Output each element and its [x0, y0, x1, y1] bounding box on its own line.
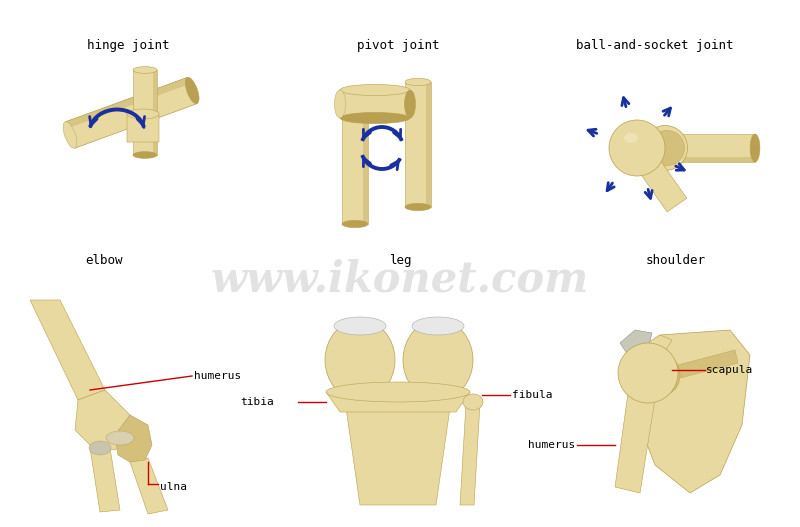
- Ellipse shape: [342, 220, 368, 228]
- Polygon shape: [127, 112, 159, 142]
- Polygon shape: [640, 350, 738, 387]
- Polygon shape: [133, 70, 157, 155]
- Text: tibia: tibia: [240, 397, 274, 407]
- Ellipse shape: [624, 133, 638, 143]
- Polygon shape: [30, 300, 105, 400]
- Polygon shape: [615, 393, 655, 493]
- Ellipse shape: [750, 134, 760, 162]
- Ellipse shape: [650, 131, 685, 165]
- Ellipse shape: [334, 90, 346, 118]
- Text: elbow: elbow: [86, 255, 122, 267]
- Polygon shape: [630, 330, 750, 493]
- Text: scapula: scapula: [706, 365, 754, 375]
- Ellipse shape: [325, 320, 395, 400]
- Ellipse shape: [133, 66, 157, 73]
- Ellipse shape: [106, 431, 134, 445]
- Text: hinge joint: hinge joint: [86, 38, 170, 52]
- Polygon shape: [115, 415, 152, 462]
- Polygon shape: [66, 77, 197, 148]
- Text: fibula: fibula: [512, 390, 553, 400]
- Text: pivot joint: pivot joint: [357, 38, 439, 52]
- Text: ulna: ulna: [160, 482, 187, 492]
- Polygon shape: [340, 90, 410, 118]
- Circle shape: [609, 120, 665, 176]
- Ellipse shape: [650, 356, 680, 394]
- Polygon shape: [66, 77, 190, 129]
- Polygon shape: [426, 82, 431, 207]
- Polygon shape: [326, 392, 470, 412]
- Polygon shape: [632, 335, 672, 367]
- Polygon shape: [363, 114, 368, 224]
- Polygon shape: [75, 390, 130, 450]
- Ellipse shape: [340, 84, 410, 95]
- Ellipse shape: [342, 110, 368, 118]
- Polygon shape: [627, 141, 686, 212]
- Ellipse shape: [89, 441, 111, 455]
- Polygon shape: [620, 330, 652, 355]
- Text: shoulder: shoulder: [646, 255, 706, 267]
- Polygon shape: [346, 408, 450, 505]
- Ellipse shape: [403, 320, 473, 400]
- Ellipse shape: [463, 394, 483, 410]
- Polygon shape: [405, 82, 431, 207]
- Polygon shape: [90, 448, 120, 512]
- Polygon shape: [153, 70, 157, 155]
- Text: ball-and-socket joint: ball-and-socket joint: [576, 38, 734, 52]
- Ellipse shape: [412, 317, 464, 335]
- Polygon shape: [460, 404, 480, 505]
- Ellipse shape: [326, 382, 470, 402]
- Polygon shape: [342, 114, 368, 224]
- Ellipse shape: [405, 203, 431, 211]
- Ellipse shape: [334, 317, 386, 335]
- Ellipse shape: [642, 125, 687, 171]
- Ellipse shape: [405, 79, 431, 86]
- Polygon shape: [655, 134, 755, 162]
- Ellipse shape: [650, 134, 660, 162]
- Text: www.ikonet.com: www.ikonet.com: [211, 259, 589, 301]
- Polygon shape: [130, 458, 168, 514]
- Ellipse shape: [404, 90, 416, 118]
- Polygon shape: [655, 157, 755, 162]
- Ellipse shape: [133, 152, 157, 158]
- Text: leg: leg: [389, 255, 411, 267]
- Ellipse shape: [340, 112, 410, 124]
- Circle shape: [618, 343, 678, 403]
- Ellipse shape: [127, 109, 159, 119]
- Text: humerus: humerus: [528, 440, 575, 450]
- Ellipse shape: [186, 77, 199, 104]
- Ellipse shape: [63, 122, 77, 148]
- Text: humerus: humerus: [194, 371, 242, 381]
